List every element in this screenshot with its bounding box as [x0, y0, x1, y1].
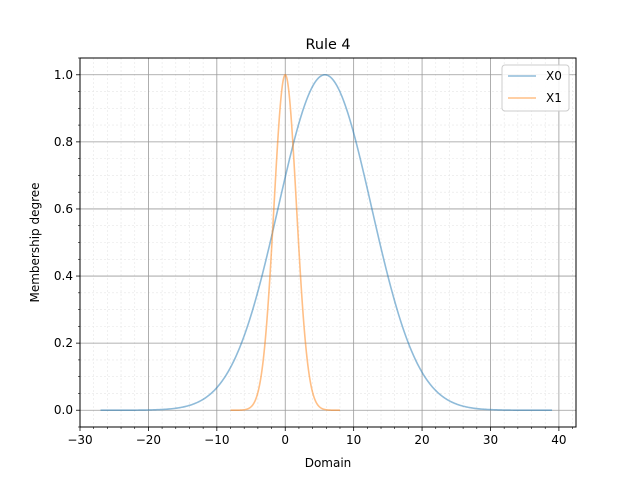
legend: X0 X1 [501, 64, 570, 112]
y-tick-label: 1.0 [54, 68, 73, 82]
series-line-x0 [100, 73, 553, 412]
x-tick-label: 40 [551, 433, 566, 447]
major-grid [79, 58, 576, 427]
legend-label-x1: X1 [546, 91, 562, 105]
y-tick-label: 0.4 [54, 269, 73, 283]
chart-title: Rule 4 [305, 37, 350, 53]
x-tick-label: 10 [346, 433, 361, 447]
legend-label-x0: X0 [546, 69, 562, 83]
y-axis-label: Membership degree [28, 182, 42, 302]
x-tick-label: −20 [136, 433, 161, 447]
y-tick-label: 0.8 [54, 135, 73, 149]
y-tick-label: 0.6 [54, 202, 73, 216]
y-tick-label: 0.2 [54, 336, 73, 350]
axis-ticks: −30 −20 −10 0 10 20 30 40 0.0 0.2 0.4 0.6 0.8 1.0 [54, 57, 573, 447]
x-tick-label: 30 [483, 433, 498, 447]
series-layer [100, 73, 553, 412]
y-tick-label: 0.0 [54, 403, 73, 417]
x-axis-label: Domain [305, 456, 352, 470]
x-tick-label: −30 [67, 433, 92, 447]
x-tick-label: −10 [204, 433, 229, 447]
series-line-x1 [230, 73, 340, 412]
x-tick-label: 20 [414, 433, 429, 447]
x-tick-label: 0 [281, 433, 289, 447]
